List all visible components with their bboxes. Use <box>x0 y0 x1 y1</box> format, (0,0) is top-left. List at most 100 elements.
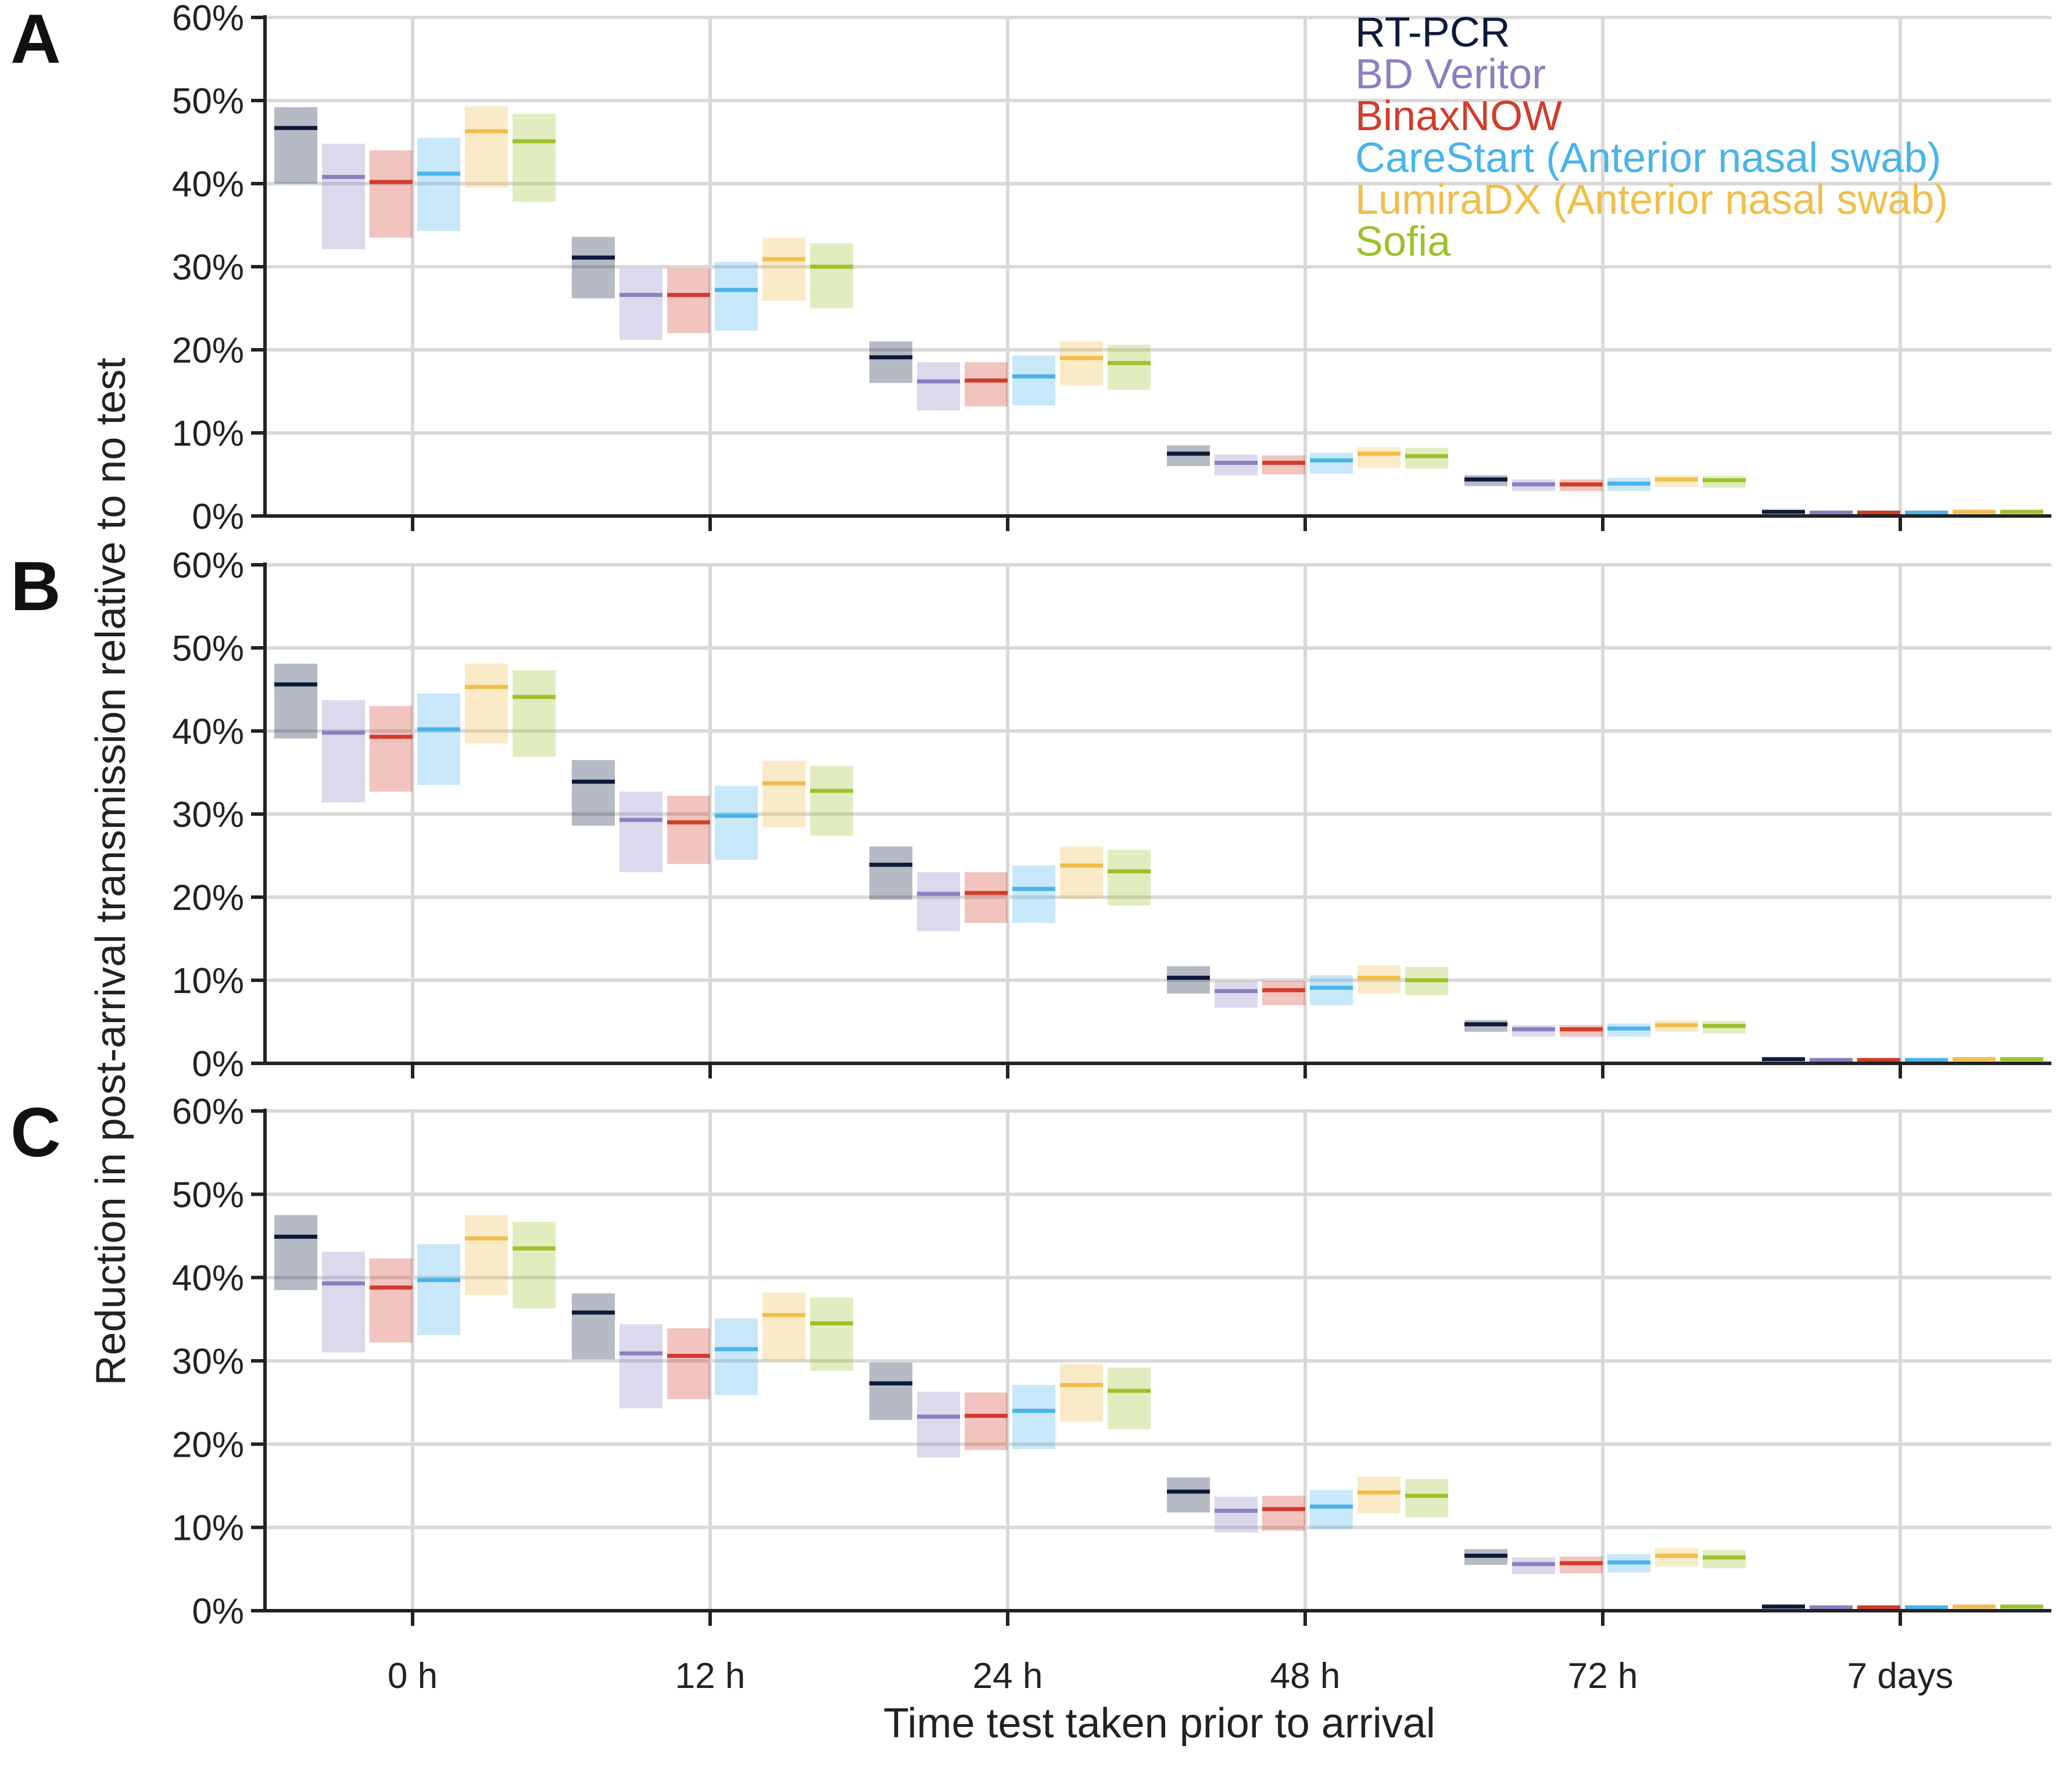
interval-box <box>1262 455 1305 475</box>
interval-box <box>869 341 912 384</box>
interval-box <box>667 268 710 334</box>
interval-box <box>762 1292 805 1361</box>
interval-box <box>619 268 662 340</box>
interval-box <box>667 795 710 864</box>
interval-box <box>1262 981 1305 1005</box>
interval-box <box>417 138 460 231</box>
x-tick-label: 48 h <box>1270 1656 1341 1696</box>
y-tick-label: 30% <box>172 795 244 835</box>
legend-entry: Sofia <box>1355 218 1451 265</box>
interval-box <box>1405 1479 1448 1518</box>
interval-box <box>572 1293 615 1360</box>
y-tick-label: 60% <box>172 0 244 38</box>
x-tick-label: 0 h <box>388 1656 438 1696</box>
interval-box <box>322 700 365 802</box>
interval-box <box>465 664 508 744</box>
interval-box <box>274 1215 317 1291</box>
panels: 0% 10% 20% 30% 40% 50% 60% A 0% 10% 20% 30% 40% 50% 60… <box>10 0 2051 1632</box>
interval-box <box>1060 341 1103 386</box>
interval-box <box>1167 966 1210 994</box>
interval-box <box>370 150 413 238</box>
interval-box <box>1405 447 1448 469</box>
interval-box <box>322 144 365 249</box>
interval-box <box>965 362 1008 407</box>
interval-box <box>1215 1496 1258 1533</box>
panel-C: 0% 10% 20% 30% 40% 50% 60% C <box>10 1092 2051 1632</box>
interval-box <box>1310 975 1353 1005</box>
interval-box <box>1167 445 1210 467</box>
panel-B: 0% 10% 20% 30% 40% 50% 60% B <box>10 546 2051 1084</box>
interval-box <box>1060 1364 1103 1422</box>
y-tick-label: 30% <box>172 1342 244 1382</box>
x-axis-title: Time test taken prior to arrival <box>883 1700 1435 1747</box>
legend-entry: LumiraDX (Anterior nasal swab) <box>1355 177 1948 223</box>
interval-box <box>1215 454 1258 475</box>
interval-box <box>810 766 853 836</box>
y-tick-label: 40% <box>172 164 244 205</box>
interval-box <box>1167 1477 1210 1513</box>
interval-box <box>1012 356 1055 406</box>
interval-box <box>917 872 960 931</box>
interval-box <box>1358 447 1401 468</box>
interval-box <box>667 1328 710 1399</box>
y-tick-label: 20% <box>172 878 244 918</box>
interval-box <box>619 1324 662 1408</box>
y-tick-label: 50% <box>172 629 244 669</box>
interval-box <box>965 1392 1008 1450</box>
panel-label: B <box>10 547 61 625</box>
interval-box <box>322 1252 365 1353</box>
interval-box <box>1215 981 1258 1008</box>
interval-box <box>917 1392 960 1458</box>
y-tick-label: 60% <box>172 1092 244 1132</box>
interval-box <box>513 670 556 757</box>
y-tick-label: 10% <box>172 961 244 1001</box>
interval-box <box>513 1221 556 1309</box>
interval-box <box>869 846 912 900</box>
y-tick-label: 20% <box>172 331 244 371</box>
interval-box <box>1358 1476 1401 1514</box>
legend-entry: BD Veritor <box>1355 51 1546 98</box>
interval-box <box>869 1362 912 1420</box>
interval-box <box>715 786 758 860</box>
interval-box <box>513 113 556 202</box>
interval-box <box>1262 1496 1305 1531</box>
interval-box <box>762 761 805 827</box>
interval-box <box>1310 453 1353 474</box>
x-tick-label: 12 h <box>675 1656 746 1696</box>
y-tick-label: 0% <box>192 1044 244 1084</box>
interval-box <box>572 760 615 826</box>
axis-labels: Time test taken prior to arrival Reducti… <box>88 358 1953 1747</box>
interval-box <box>274 664 317 739</box>
interval-box <box>465 1215 508 1295</box>
y-tick-label: 40% <box>172 1259 244 1299</box>
interval-box <box>810 1298 853 1371</box>
interval-box <box>917 362 960 411</box>
y-tick-label: 0% <box>192 1592 244 1632</box>
y-tick-label: 10% <box>172 414 244 454</box>
interval-box <box>1060 846 1103 899</box>
y-tick-label: 0% <box>192 497 244 537</box>
interval-box <box>1108 850 1151 906</box>
legend-entry: BinaxNOW <box>1355 93 1562 139</box>
interval-box <box>810 243 853 309</box>
interval-box <box>1108 1367 1151 1429</box>
y-tick-label: 50% <box>172 81 244 121</box>
interval-box <box>417 693 460 785</box>
interval-box <box>1310 1490 1353 1529</box>
y-tick-label: 60% <box>172 546 244 586</box>
legend-entry: RT-PCR <box>1355 9 1510 56</box>
interval-box <box>274 107 317 184</box>
interval-box <box>572 236 615 299</box>
panel-A: 0% 10% 20% 30% 40% 50% 60% A <box>10 0 2051 537</box>
interval-box <box>370 706 413 792</box>
interval-box <box>1012 1385 1055 1449</box>
interval-box <box>1108 345 1151 390</box>
interval-box <box>619 791 662 873</box>
legend-entry: CareStart (Anterior nasal swab) <box>1355 135 1941 181</box>
interval-box <box>417 1244 460 1335</box>
interval-box <box>370 1258 413 1343</box>
y-tick-label: 40% <box>172 712 244 752</box>
x-tick-label: 72 h <box>1568 1656 1638 1696</box>
